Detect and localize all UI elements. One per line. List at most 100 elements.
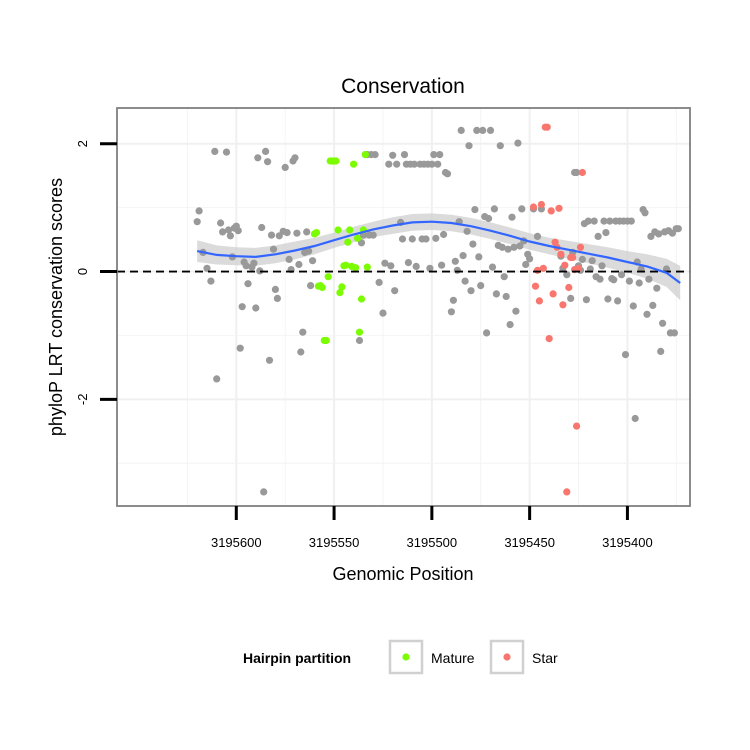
point-mature (342, 261, 350, 269)
point-other (649, 301, 657, 309)
point-star (555, 204, 563, 212)
point-other (371, 151, 379, 159)
point-other (283, 229, 291, 237)
point-other (463, 227, 471, 235)
point-other (224, 226, 233, 234)
point-other (483, 329, 491, 337)
point-other (193, 218, 201, 226)
legend-item-star: Star (489, 639, 558, 675)
point-other (659, 319, 667, 327)
point-other (438, 261, 446, 269)
point-other (432, 234, 440, 242)
point-star (574, 264, 583, 272)
legend-dot-mature (402, 653, 410, 661)
legend: Hairpin partition Mature Star (243, 639, 558, 675)
point-other (369, 231, 377, 239)
point-other (264, 158, 272, 166)
point-star (561, 261, 569, 269)
x-tick-label: 3195400 (602, 535, 653, 550)
point-other (285, 255, 293, 263)
point-other (400, 151, 409, 159)
point-other (295, 260, 303, 269)
point-other (596, 275, 604, 283)
point-other (508, 213, 516, 221)
legend-item-mature: Mature (388, 639, 475, 675)
point-other (271, 285, 279, 293)
point-other (242, 262, 250, 270)
point-other (471, 206, 479, 214)
point-other (492, 290, 500, 298)
point-other (422, 235, 430, 243)
point-other (305, 247, 313, 255)
x-tick-label: 3195500 (407, 535, 458, 550)
legend-key-star (489, 639, 525, 675)
point-star (565, 283, 573, 292)
point-other (631, 414, 639, 423)
legend-title: Hairpin partition (243, 650, 351, 666)
point-other (594, 232, 602, 240)
point-other (404, 259, 412, 267)
point-other (207, 277, 215, 285)
point-other (457, 126, 465, 134)
point-mature (322, 336, 330, 345)
plot-panel (116, 107, 691, 507)
point-other (563, 271, 571, 279)
point-star (578, 168, 587, 177)
point-other (408, 235, 416, 243)
point-other (309, 257, 317, 265)
point-mature (324, 273, 332, 281)
point-other (625, 277, 634, 285)
point-other (440, 230, 448, 239)
point-other (453, 266, 461, 274)
point-other (629, 302, 637, 310)
point-other (590, 217, 598, 225)
point-star (535, 297, 544, 305)
point-other (655, 230, 663, 238)
point-other (469, 240, 477, 248)
point-other (461, 277, 469, 285)
point-other (573, 168, 581, 177)
point-other (244, 280, 252, 288)
point-star (545, 335, 553, 343)
point-other (391, 287, 399, 295)
point-other (267, 231, 276, 239)
point-star (569, 253, 577, 262)
point-other (281, 163, 289, 171)
point-other (258, 223, 266, 232)
point-other (389, 151, 397, 159)
point-mature (361, 151, 369, 159)
point-other (512, 307, 520, 315)
point-other (522, 260, 530, 269)
point-other (385, 160, 393, 168)
point-other (614, 297, 622, 305)
point-other (598, 262, 606, 270)
y-tick-label: 0 (75, 268, 90, 275)
point-other (486, 126, 495, 134)
point-other (485, 214, 493, 223)
x-tick-label: 3195450 (504, 535, 555, 550)
point-other (254, 154, 262, 162)
point-other (381, 259, 389, 267)
point-mature (350, 160, 358, 168)
point-other (398, 235, 407, 243)
point-other (226, 232, 234, 240)
chart-title: Conservation (341, 75, 465, 98)
point-other (514, 139, 522, 147)
point-mature (363, 263, 371, 271)
point-star (529, 203, 538, 211)
point-other (477, 282, 485, 290)
point-other (387, 262, 395, 270)
point-other (217, 219, 225, 227)
smooth-fit-line (196, 220, 681, 284)
point-other (219, 228, 227, 236)
point-other (426, 264, 434, 272)
y-tick-label: -2 (75, 394, 90, 406)
point-other (498, 243, 506, 251)
legend-label-star: Star (532, 650, 558, 666)
point-other (459, 252, 467, 260)
x-axis-label: Genomic Position (332, 564, 473, 584)
point-other (443, 170, 452, 178)
point-other (473, 126, 481, 134)
point-other (518, 205, 526, 213)
point-other (451, 257, 459, 265)
